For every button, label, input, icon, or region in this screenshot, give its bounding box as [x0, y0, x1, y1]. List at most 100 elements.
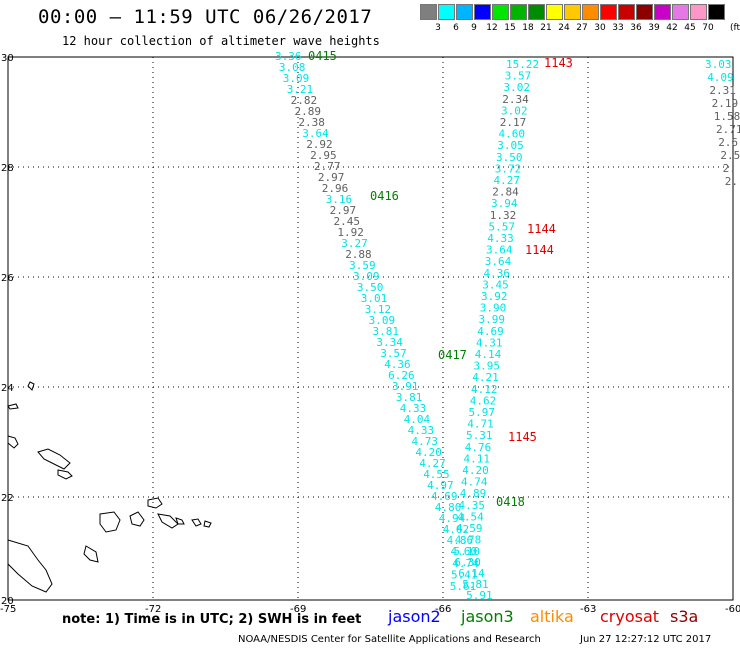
coastline-shape [7, 539, 53, 593]
color-scale-label: 6 [453, 23, 459, 33]
coastline-shape [191, 518, 202, 527]
color-swatch [420, 4, 437, 20]
track-b-swh-value: 5.41 [451, 568, 478, 581]
coastline-shape [157, 513, 179, 529]
color-scale-label: 24 [558, 23, 570, 33]
pass-time-label: 1144 [527, 222, 556, 236]
track-a-swh-value: 2.96 [322, 182, 349, 195]
latitude-label: 28 [1, 163, 14, 174]
track-c-swh-value: 2.19 [712, 97, 739, 110]
track-b-swh-value: 3.64 [486, 244, 513, 257]
track-a-swh-value: 4.33 [400, 402, 427, 415]
track-b-swh-value: 4.35 [459, 499, 486, 512]
track-a-swh-value: 3.34 [376, 336, 403, 349]
track-a-swh-value: 3.16 [326, 193, 353, 206]
track-b-swh-value: 2.84 [492, 186, 519, 199]
track-b-swh-value: 3.57 [505, 70, 532, 83]
latitude-label: 26 [1, 273, 14, 284]
color-scale-label: 70 [702, 23, 714, 33]
color-swatch [618, 4, 635, 20]
track-b-swh-value: 3.90 [480, 302, 507, 315]
color-swatch [582, 4, 599, 20]
track-a-swh-value: 3.09 [283, 72, 310, 85]
coastline-shape [147, 497, 163, 509]
track-b-swh-value: 3.05 [497, 139, 524, 152]
color-scale-label: 15 [504, 23, 516, 33]
track-b-swh-value: 4.62 [470, 394, 497, 407]
track-b-swh-value: 4.60 [499, 128, 526, 141]
satellite-legend-item: jason3 [461, 607, 514, 626]
track-b-swh-value: 3.50 [496, 151, 523, 164]
color-swatch [690, 4, 707, 20]
latitude-label: 22 [1, 493, 14, 504]
pass-time-label: 1144 [525, 243, 554, 257]
track-b-swh-value: 5.57 [489, 220, 516, 233]
track-b-swh-value: 4.12 [471, 383, 498, 396]
color-swatch [672, 4, 689, 20]
track-a-swh-value: 4.60 [451, 545, 478, 558]
color-scale-label: 36 [630, 23, 642, 33]
color-swatch [474, 4, 491, 20]
track-b-swh-value: 1.32 [490, 209, 517, 222]
color-scale-label: 45 [684, 23, 696, 33]
track-c-swh-value: 2.31 [709, 84, 736, 97]
generated-timestamp: Jun 27 12:27:12 UTC 2017 [580, 634, 712, 645]
track-a-swh-value: 3.81 [373, 325, 400, 338]
pass-time-label: 1143 [544, 56, 573, 70]
track-c-swh-value: 2. [725, 175, 738, 188]
track-b-swh-value: 3.92 [481, 290, 508, 303]
coastline [7, 381, 212, 593]
track-a-swh-value: 4.27 [419, 457, 446, 470]
track-a-swh-value: 4.73 [412, 435, 439, 448]
credit-text: NOAA/NESDIS Center for Satellite Applica… [238, 634, 541, 645]
legend-note: note: 1) Time is in UTC; 2) SWH is in fe… [62, 612, 362, 627]
track-b-swh-value: 4.76 [465, 441, 492, 454]
coastline-shape [27, 381, 35, 391]
color-scale-label: 21 [540, 23, 552, 33]
track-a-swh-value: 4.55 [423, 468, 450, 481]
track-b-swh-value: 4.78 [455, 534, 482, 547]
track-a-swh-value: 3.64 [302, 127, 329, 140]
track-a-swh-value: 2.45 [334, 215, 361, 228]
track-b-swh-value: 4.59 [456, 522, 483, 535]
track-c-swh-value: 2.6 [718, 136, 738, 149]
coastline-shape [7, 435, 19, 449]
color-swatch [600, 4, 617, 20]
latitude-label: 30 [1, 53, 14, 64]
track-a-swh-value: 2.97 [330, 204, 357, 217]
track-a-swh-value: 1.92 [337, 226, 364, 239]
track-a-swh-value: 2.92 [306, 138, 333, 151]
coastline-shape [37, 448, 71, 470]
track-b-swh-value: 3.95 [474, 360, 501, 373]
track-b-swh-value: 4.11 [464, 452, 491, 465]
color-swatch [528, 4, 545, 20]
track-b-swh-value: 4.74 [461, 476, 488, 489]
color-swatch [492, 4, 509, 20]
track-b-swh-value: 4.71 [467, 418, 494, 431]
longitude-label: -66 [435, 604, 451, 615]
coastline-shape [99, 511, 121, 533]
track-a-swh-value: 3.09 [353, 270, 380, 283]
pass-time-label: 0418 [496, 495, 525, 509]
longitude-label: -60 [725, 604, 740, 615]
track-b-swh-value: 4.54 [457, 510, 484, 523]
page-subtitle: 12 hour collection of altimeter wave hei… [62, 34, 380, 48]
track-a-swh-value: 2.88 [345, 248, 372, 261]
track-b-swh-value: 5.97 [469, 406, 496, 419]
track-b-swh-value: 3.99 [479, 313, 506, 326]
coastline-shape [203, 520, 212, 528]
track-a-swh-value: 2.97 [318, 171, 345, 184]
color-scale-label: 3 [435, 23, 441, 33]
satellite-legend-item: s3a [670, 607, 699, 626]
track-b-swh-value: 3.94 [491, 197, 518, 210]
track-b-swh-value: 2.34 [502, 93, 529, 106]
page-title: 00:00 – 11:59 UTC 06/26/2017 [38, 6, 373, 28]
longitude-label: -72 [145, 604, 161, 615]
track-a-swh-value: 2.82 [291, 94, 318, 107]
color-swatch [546, 4, 563, 20]
track-b-swh-value: 3.72 [495, 162, 522, 175]
color-swatch [708, 4, 725, 20]
color-scale-label: 18 [522, 23, 534, 33]
coastline-shape [83, 545, 99, 563]
track-c-swh-value: 2.5 [720, 149, 740, 162]
